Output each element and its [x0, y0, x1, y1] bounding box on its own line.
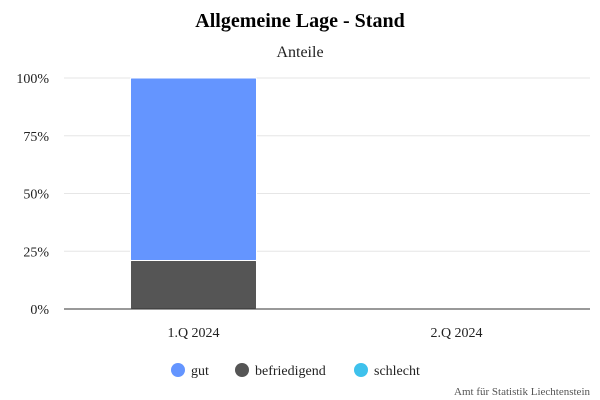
legend-marker-schlecht[interactable] — [354, 363, 368, 377]
chart-subtitle: Anteile — [276, 44, 323, 61]
legend-marker-befriedigend[interactable] — [235, 363, 249, 377]
x-tick-label: 2.Q 2024 — [430, 326, 482, 341]
y-tick-label: 0% — [30, 303, 49, 318]
legend-marker-gut[interactable] — [171, 363, 185, 377]
legend-label-befriedigend[interactable]: befriedigend — [255, 364, 326, 379]
legend[interactable]: gut befriedigend schlecht — [171, 363, 420, 379]
y-tick-label: 25% — [23, 245, 49, 260]
x-tick-label: 1.Q 2024 — [167, 326, 219, 341]
legend-label-gut[interactable]: gut — [191, 364, 209, 379]
bar-segment-befriedigend[interactable] — [130, 259, 257, 310]
bar-segment-gut[interactable] — [130, 77, 257, 261]
chart-title: Allgemeine Lage - Stand — [195, 10, 404, 32]
y-tick-label: 75% — [23, 130, 49, 145]
credit-text: Amt für Statistik Liechtenstein — [454, 386, 590, 398]
bars — [130, 77, 257, 310]
legend-label-schlecht[interactable]: schlecht — [374, 364, 420, 379]
axes: 0% 25% 50% 75% 100% 1.Q 2024 2.Q 2024 — [16, 72, 590, 341]
y-tick-label: 100% — [16, 72, 49, 87]
y-tick-label: 50% — [23, 188, 49, 203]
